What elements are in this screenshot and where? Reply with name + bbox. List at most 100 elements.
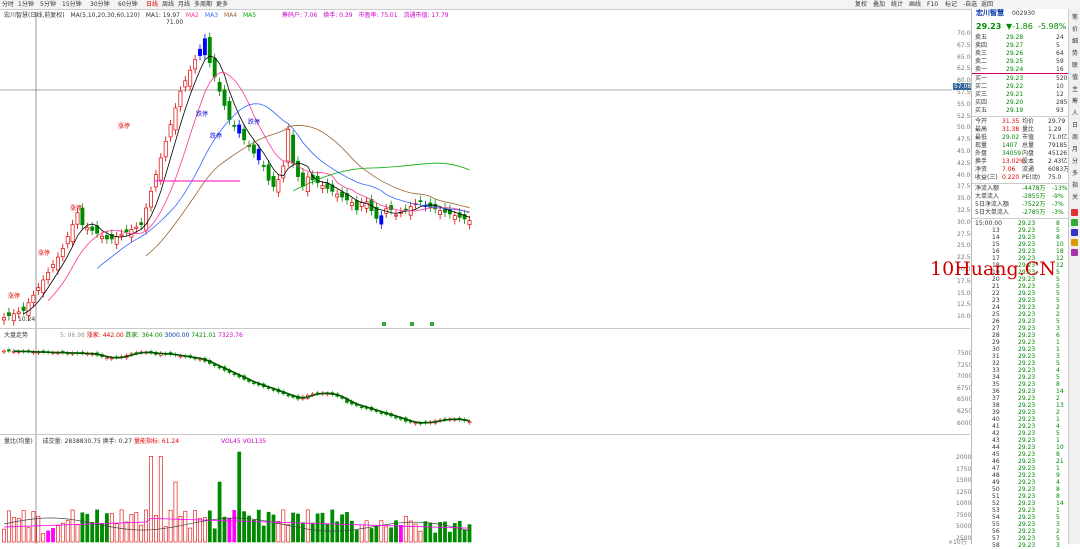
tick-price: 29.23 <box>1018 535 1036 542</box>
tool-button[interactable]: F10 <box>927 1 939 8</box>
volume-bar <box>51 527 55 543</box>
tick-second: 32 <box>992 360 1000 367</box>
tick-volume: 5 <box>1056 227 1060 234</box>
period-tab[interactable]: 分时 <box>2 1 15 8</box>
candle-body <box>359 202 364 207</box>
side-tab[interactable]: 人 <box>1071 110 1078 117</box>
tick-row: 30 29.23 1 <box>972 346 1068 353</box>
side-tab[interactable]: 细 <box>1071 38 1078 45</box>
volume-bar <box>2 528 6 543</box>
price-axis-label: 52.50 <box>957 112 975 120</box>
side-tool-icon[interactable] <box>1071 209 1078 216</box>
side-tab[interactable]: 筹 <box>1071 98 1078 105</box>
candle-body <box>173 107 178 131</box>
main-chart-header: 宏川智慧(日线,前复权) MA(5,10,20,30,60,120) MA1: … <box>4 10 453 19</box>
side-tab[interactable]: 笔 <box>1071 14 1078 21</box>
period-tab[interactable]: 30分钟 <box>90 1 110 8</box>
side-tool-icon[interactable] <box>1071 239 1078 246</box>
volume-ma-long <box>3 517 470 529</box>
side-tab[interactable]: 分 <box>1071 158 1078 165</box>
stat-value: 6083万 <box>1048 166 1070 173</box>
side-tab[interactable]: 指 <box>1071 182 1078 189</box>
period-tab[interactable]: 15分钟 <box>62 1 82 8</box>
volume-bar <box>46 530 51 543</box>
tool-button[interactable]: 画线 <box>909 1 922 8</box>
tick-second: 37 <box>992 395 1000 402</box>
tick-second: 21 <box>992 283 1000 290</box>
price-axis-label: 35.00 <box>957 195 975 203</box>
fund-flow-label: 大单流入 <box>975 193 1000 200</box>
stat-label: PE(动) <box>1022 174 1041 181</box>
period-tab[interactable]: 1分钟 <box>18 1 34 8</box>
period-tab[interactable]: 60分钟 <box>118 1 138 8</box>
tool-button[interactable]: -自选 <box>963 1 978 8</box>
watermark: 10Huang.CN <box>930 258 1056 280</box>
candle-body <box>394 214 398 217</box>
candle-body <box>374 207 379 219</box>
period-tab[interactable]: 更多 <box>216 1 229 8</box>
tick-row: 48 29.23 9 <box>972 472 1068 479</box>
tick-volume: 3 <box>1056 353 1060 360</box>
tick-row: 13 29.23 5 <box>972 227 1068 234</box>
tool-button[interactable]: 返回 <box>981 1 994 8</box>
ma5-line <box>23 55 470 315</box>
period-tab[interactable]: 周线 <box>162 1 175 8</box>
candle-body <box>51 264 55 268</box>
volume-ma-short <box>3 517 470 532</box>
stat-label: 现量 <box>975 142 988 149</box>
period-tab[interactable]: 多周期 <box>194 1 213 8</box>
tick-row: 55 29.23 3 <box>972 521 1068 528</box>
tool-button[interactable]: 复权 <box>855 1 868 8</box>
side-tab[interactable]: 月 <box>1071 146 1078 153</box>
ma2-value: MA2 <box>185 12 199 19</box>
tool-button[interactable]: 叠加 <box>873 1 886 8</box>
tick-price: 29.23 <box>1018 269 1036 276</box>
period-tab[interactable]: 月线 <box>178 1 191 8</box>
side-tab[interactable]: 势 <box>1071 50 1078 57</box>
fund-flow-value: -2785万 <box>1022 209 1046 216</box>
side-tab[interactable]: 关 <box>1071 194 1078 201</box>
volume-bar <box>433 532 438 543</box>
tick-volume: 21 <box>1056 458 1064 465</box>
side-tab[interactable]: 价 <box>1071 26 1078 33</box>
panel-divider[interactable] <box>0 434 970 435</box>
ask-volume: 16 <box>1056 66 1064 73</box>
side-tab[interactable]: 日 <box>1071 122 1078 129</box>
side-tool-icon[interactable] <box>1071 219 1078 226</box>
ask-label: 卖四 <box>975 42 988 49</box>
side-tab[interactable]: 值 <box>1071 74 1078 81</box>
side-tool-icon[interactable] <box>1071 249 1078 256</box>
panel-divider[interactable] <box>0 328 970 329</box>
period-tab[interactable]: 5分钟 <box>40 1 56 8</box>
side-tab[interactable]: 多 <box>1071 170 1078 177</box>
volume-bar <box>413 523 418 543</box>
tick-volume: 2 <box>1056 304 1060 311</box>
index-candle-body <box>2 350 6 353</box>
volume-bar <box>462 529 467 543</box>
tick-price: 29.23 <box>1018 332 1036 339</box>
bid-row: 买三 29.21 12 <box>972 91 1068 98</box>
price-axis-label: 60.00 <box>957 77 975 85</box>
tool-button[interactable]: 标记 <box>945 1 958 8</box>
tick-volume: 10 <box>1056 444 1064 451</box>
tick-price: 29.23 <box>1018 367 1036 374</box>
ma60-line <box>292 162 470 192</box>
index-candle-body <box>252 382 256 385</box>
bid-price: 29.21 <box>1006 91 1024 98</box>
side-tab[interactable]: 周 <box>1071 134 1078 141</box>
tick-second: 23 <box>992 297 1000 304</box>
period-tab[interactable]: 日线 <box>146 1 159 8</box>
tick-price: 29.23 <box>1018 290 1036 297</box>
volume-bar <box>261 525 266 543</box>
side-tool-icon[interactable] <box>1071 229 1078 236</box>
candle-body <box>109 234 114 240</box>
tick-row: 43 29.23 1 <box>972 437 1068 444</box>
side-tab[interactable]: 主 <box>1071 86 1078 93</box>
volume-bar <box>325 523 330 543</box>
candle-body <box>325 183 330 189</box>
limit-annotation: 涨停 <box>38 249 50 257</box>
side-tab[interactable]: 联 <box>1071 62 1078 69</box>
tool-button[interactable]: 统计 <box>891 1 904 8</box>
stat-label: 内盘 <box>1022 150 1035 157</box>
